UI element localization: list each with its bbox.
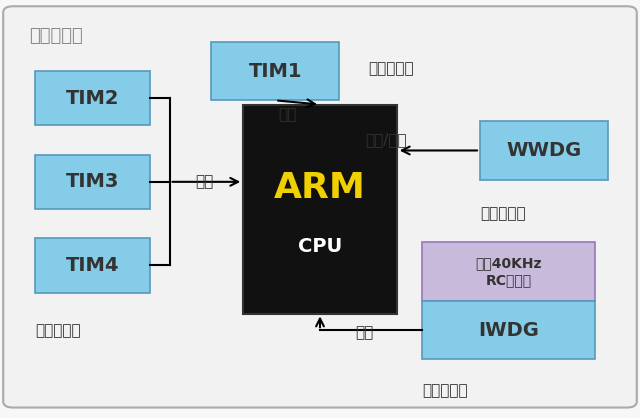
FancyBboxPatch shape xyxy=(480,121,608,180)
FancyBboxPatch shape xyxy=(35,71,150,125)
Text: 内部40KHz
RC振荡器: 内部40KHz RC振荡器 xyxy=(476,257,542,287)
Text: TIM4: TIM4 xyxy=(66,256,120,275)
Text: 单片机内部: 单片机内部 xyxy=(29,27,83,45)
FancyBboxPatch shape xyxy=(35,155,150,209)
Text: 中断: 中断 xyxy=(278,107,297,122)
Text: IWDG: IWDG xyxy=(478,321,540,340)
Text: 窗口看门狗: 窗口看门狗 xyxy=(480,206,525,221)
Text: TIM1: TIM1 xyxy=(248,61,302,81)
Text: 复位: 复位 xyxy=(355,325,374,340)
Text: 高级定时器: 高级定时器 xyxy=(368,61,413,76)
Text: CPU: CPU xyxy=(298,237,342,256)
FancyBboxPatch shape xyxy=(422,301,595,359)
Text: TIM3: TIM3 xyxy=(66,172,120,191)
Text: 中断: 中断 xyxy=(195,174,214,189)
Text: 独立看门狗: 独立看门狗 xyxy=(422,383,468,398)
FancyBboxPatch shape xyxy=(243,104,397,314)
Text: 中断/复位: 中断/复位 xyxy=(365,133,406,148)
Text: ARM: ARM xyxy=(274,171,366,205)
FancyBboxPatch shape xyxy=(3,6,637,408)
FancyBboxPatch shape xyxy=(35,238,150,293)
Text: 普通定时器: 普通定时器 xyxy=(35,323,81,338)
FancyBboxPatch shape xyxy=(211,42,339,100)
Text: TIM2: TIM2 xyxy=(66,89,120,108)
Text: WWDG: WWDG xyxy=(506,141,582,160)
FancyBboxPatch shape xyxy=(422,242,595,301)
